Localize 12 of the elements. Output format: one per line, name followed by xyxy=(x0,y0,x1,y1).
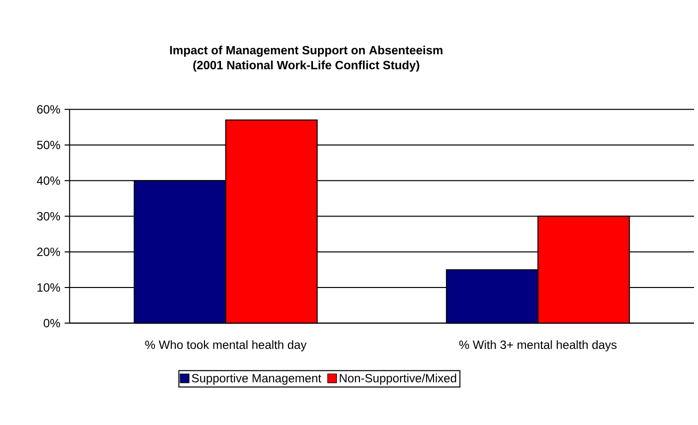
y-tick-label: 30% xyxy=(37,212,60,221)
legend-label: Supportive Management xyxy=(192,374,322,385)
x-tick-label: % With 3+ mental health days xyxy=(459,340,617,352)
y-tick-label: 60% xyxy=(37,105,60,114)
legend-label: Non-Supportive/Mixed xyxy=(340,374,456,385)
x-tick-label: % Who took mental health day xyxy=(145,340,307,352)
y-tick-label: 20% xyxy=(37,248,60,256)
y-tick-label: 10% xyxy=(37,284,60,292)
y-tick-label: 40% xyxy=(36,176,60,186)
y-tick-label: 0% xyxy=(44,319,60,328)
y-tick-label: 50% xyxy=(37,140,60,150)
chart-title: Impact of Management Support on Absenteeism (2001 National Work-Life Conflict Study) xyxy=(170,46,442,72)
